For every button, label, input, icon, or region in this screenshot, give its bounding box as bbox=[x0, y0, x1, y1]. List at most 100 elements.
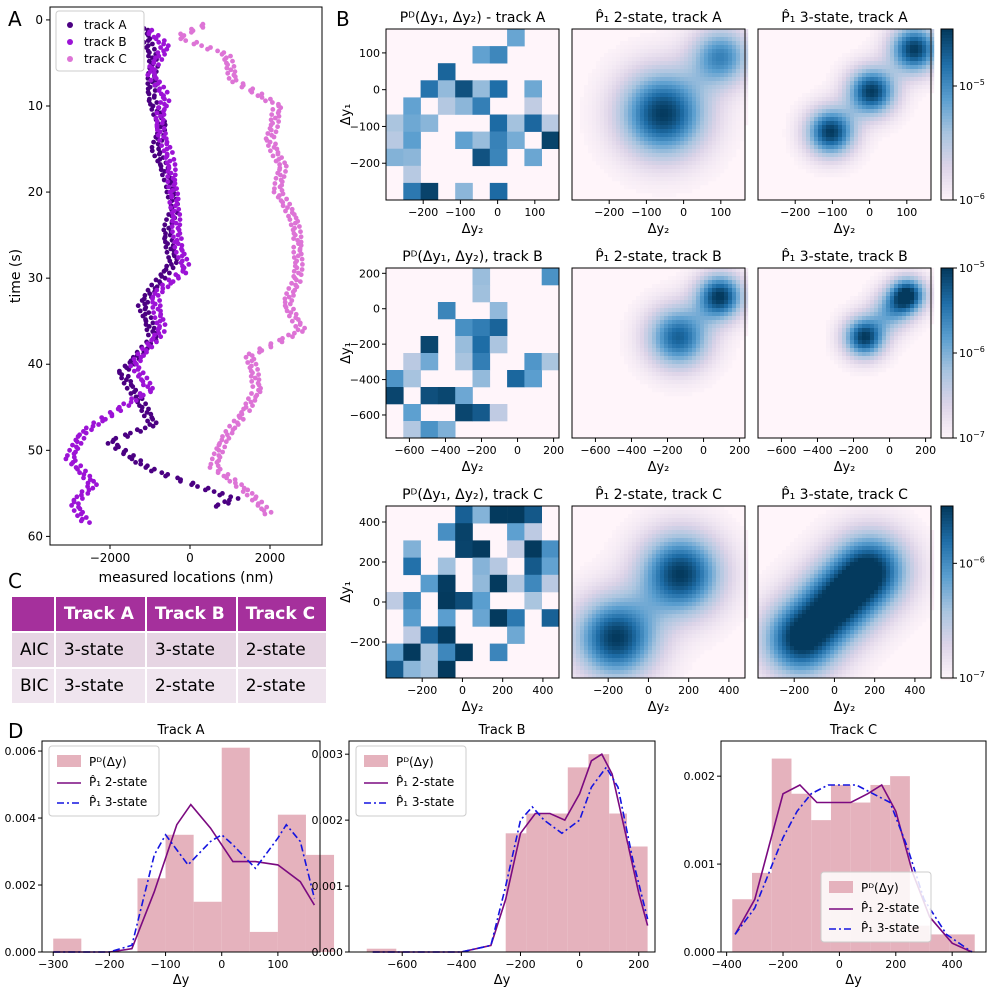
density-pixel bbox=[854, 328, 859, 333]
density-pixel bbox=[656, 145, 661, 150]
density-pixel bbox=[910, 85, 915, 90]
density-pixel bbox=[700, 364, 705, 369]
data-point bbox=[80, 496, 85, 501]
data-point bbox=[77, 470, 82, 476]
density-pixel bbox=[680, 57, 685, 62]
heatmap-cell bbox=[541, 114, 560, 132]
density-pixel bbox=[830, 324, 835, 329]
density-pixel bbox=[616, 169, 621, 174]
density-pixel bbox=[838, 352, 843, 357]
density-pixel bbox=[692, 37, 697, 42]
density-pixel bbox=[700, 360, 705, 365]
density-pixel bbox=[704, 368, 709, 373]
density-pixel bbox=[708, 316, 713, 321]
density-pixel bbox=[826, 93, 831, 98]
data-point bbox=[176, 255, 181, 260]
density-pixel bbox=[712, 332, 717, 337]
density-pixel bbox=[728, 125, 733, 130]
density-pixel bbox=[588, 101, 593, 106]
density-pixel bbox=[664, 65, 669, 70]
density-pixel bbox=[716, 360, 721, 365]
density-pixel bbox=[810, 165, 815, 170]
density-pixel bbox=[728, 33, 733, 38]
density-pixel bbox=[858, 344, 863, 349]
density-pixel bbox=[612, 97, 617, 102]
data-point bbox=[143, 401, 149, 407]
density-pixel bbox=[736, 61, 741, 66]
density-pixel bbox=[914, 41, 919, 46]
data-point bbox=[158, 308, 163, 314]
density-pixel bbox=[652, 308, 657, 313]
density-pixel bbox=[890, 121, 895, 126]
density-pixel bbox=[866, 145, 871, 150]
density-pixel bbox=[672, 368, 677, 373]
density-pixel bbox=[744, 308, 749, 313]
density-pixel bbox=[744, 332, 749, 337]
density-pixel bbox=[676, 33, 681, 38]
density-pixel bbox=[834, 81, 839, 86]
density-pixel bbox=[874, 137, 879, 142]
density-pixel bbox=[890, 324, 895, 329]
density-pixel bbox=[640, 113, 645, 118]
density-pixel bbox=[744, 312, 749, 317]
density-pixel bbox=[608, 53, 613, 58]
colorbar-band bbox=[941, 343, 953, 347]
colorbar-band bbox=[941, 53, 953, 57]
density-pixel bbox=[612, 125, 617, 130]
density-pixel bbox=[794, 117, 799, 122]
density-pixel bbox=[878, 312, 883, 317]
density-pixel bbox=[660, 169, 665, 174]
density-pixel bbox=[914, 49, 919, 54]
density-pixel bbox=[620, 93, 625, 98]
density-pixel bbox=[858, 125, 863, 130]
density-pixel bbox=[628, 161, 633, 166]
density-pixel bbox=[732, 288, 737, 293]
density-pixel bbox=[798, 101, 803, 106]
density-pixel bbox=[830, 65, 835, 70]
data-point bbox=[291, 236, 296, 242]
density-pixel bbox=[628, 53, 633, 58]
data-point bbox=[293, 260, 298, 266]
heatmap-cell bbox=[403, 370, 421, 388]
density-pixel bbox=[668, 185, 673, 190]
density-pixel bbox=[688, 388, 693, 393]
density-pixel bbox=[842, 121, 847, 126]
density-pixel bbox=[834, 61, 839, 66]
density-pixel bbox=[712, 97, 717, 102]
density-pixel bbox=[834, 97, 839, 102]
density-pixel bbox=[882, 41, 887, 46]
density-pixel bbox=[692, 268, 697, 273]
data-point bbox=[257, 389, 263, 395]
density-pixel bbox=[910, 320, 915, 325]
density-pixel bbox=[744, 57, 749, 62]
data-point bbox=[291, 249, 297, 255]
density-pixel bbox=[672, 392, 677, 397]
density-pixel bbox=[676, 312, 681, 317]
density-pixel bbox=[708, 141, 713, 146]
density-pixel bbox=[850, 324, 855, 329]
colorbar-band bbox=[941, 349, 953, 353]
density-pixel bbox=[882, 368, 887, 373]
density-pixel bbox=[676, 372, 681, 377]
density-pixel bbox=[854, 65, 859, 70]
density-pixel bbox=[728, 320, 733, 325]
density-pixel bbox=[744, 304, 749, 309]
density-pixel bbox=[648, 177, 653, 182]
density-pixel bbox=[798, 133, 803, 138]
density-pixel bbox=[684, 316, 689, 321]
density-pixel bbox=[628, 308, 633, 313]
density-pixel bbox=[664, 117, 669, 122]
density-pixel bbox=[910, 284, 915, 289]
density-pixel bbox=[604, 61, 609, 66]
data-point bbox=[299, 267, 305, 272]
density-pixel bbox=[648, 89, 653, 94]
density-pixel bbox=[684, 113, 689, 118]
density-pixel bbox=[786, 149, 791, 154]
density-pixel bbox=[624, 352, 629, 357]
density-pixel bbox=[632, 348, 637, 353]
data-point bbox=[144, 327, 150, 333]
density-pixel bbox=[672, 304, 677, 309]
density-pixel bbox=[842, 101, 847, 106]
density-pixel bbox=[922, 53, 927, 58]
density-pixel bbox=[696, 157, 701, 162]
